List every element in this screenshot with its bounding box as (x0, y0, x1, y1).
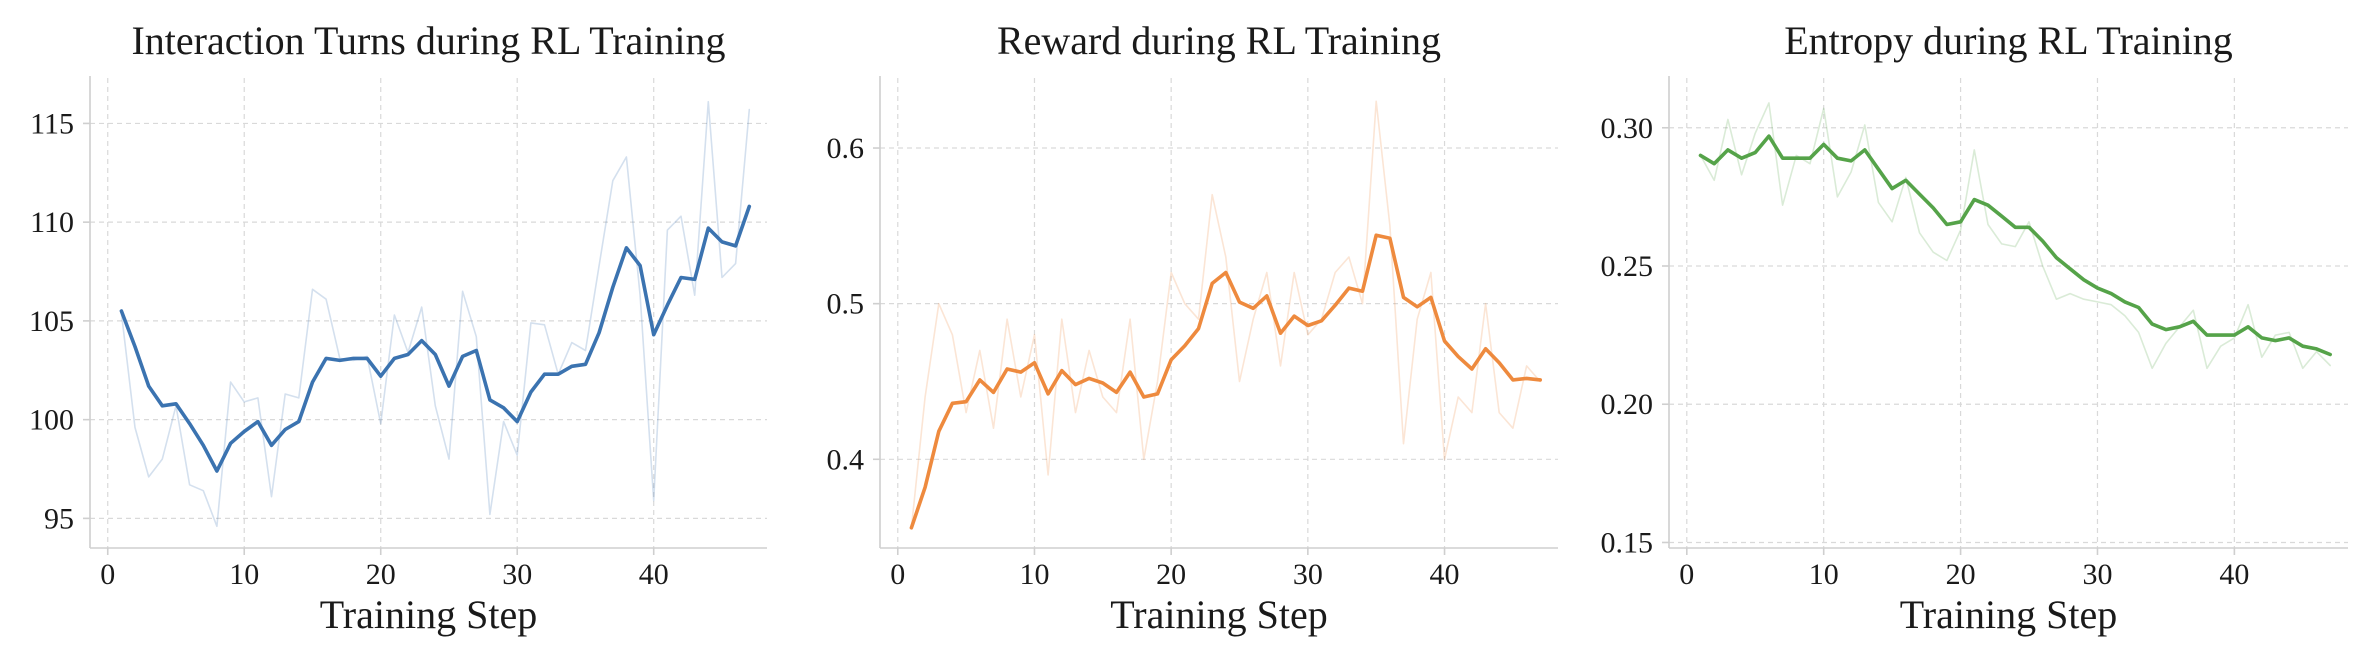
smoothed-series-line (119, 204, 752, 473)
x-tick-label: 20 (1156, 558, 1186, 591)
y-tick-label: 0.15 (1601, 526, 1654, 559)
y-tick-label: 0.4 (827, 443, 865, 476)
x-tick-label: 10 (229, 558, 259, 591)
chart-title: Interaction Turns during RL Training (131, 18, 725, 63)
y-tick-label: 105 (29, 305, 74, 338)
x-tick-label: 0 (890, 558, 905, 591)
y-tick-label: 0.30 (1601, 112, 1654, 145)
x-axis-label: Training Step (320, 592, 537, 637)
chart-panel-1: 95 100 105 110 115 0 10 20 30 40 Interaction Turns… (29, 18, 767, 637)
x-tick-label: 30 (2082, 558, 2112, 591)
smoothed-series-line (909, 233, 1542, 530)
y-tick-label: 115 (30, 107, 74, 140)
x-tick-label: 30 (1293, 558, 1323, 591)
smoothed-series-line (1698, 134, 2332, 357)
chart-panel-3: 0.15 0.20 0.25 0.30 0 10 20 30 40 Entropy during … (1601, 18, 2348, 637)
y-tick-label: 100 (29, 404, 74, 437)
x-axis-label: Training Step (1110, 592, 1327, 637)
chart-panel-2: 0.4 0.5 0.6 0 10 20 30 40 Reward during RL Train… (827, 18, 1558, 637)
chart-title: Entropy during RL Training (1784, 18, 2233, 63)
y-tick-label: 95 (44, 502, 74, 535)
x-tick-label: 0 (100, 558, 115, 591)
raw-series-line (910, 100, 1541, 529)
x-tick-label: 10 (1019, 558, 1049, 591)
y-tick-label: 0.20 (1601, 388, 1654, 421)
x-tick-label: 20 (1946, 558, 1976, 591)
x-tick-label: 20 (366, 558, 396, 591)
x-tick-label: 40 (1430, 558, 1460, 591)
x-tick-label: 10 (1809, 558, 1839, 591)
x-tick-label: 0 (1679, 558, 1694, 591)
x-axis-label: Training Step (1900, 592, 2117, 637)
x-tick-label: 40 (2219, 558, 2249, 591)
chart-title: Reward during RL Training (997, 18, 1441, 63)
y-tick-label: 0.25 (1601, 250, 1654, 283)
raw-series-line (120, 100, 751, 528)
y-tick-label: 0.6 (827, 132, 865, 165)
y-tick-label: 110 (30, 206, 74, 239)
y-tick-label: 0.5 (827, 288, 865, 321)
x-tick-label: 30 (502, 558, 532, 591)
x-tick-label: 40 (639, 558, 669, 591)
raw-series-line (1699, 102, 2331, 370)
